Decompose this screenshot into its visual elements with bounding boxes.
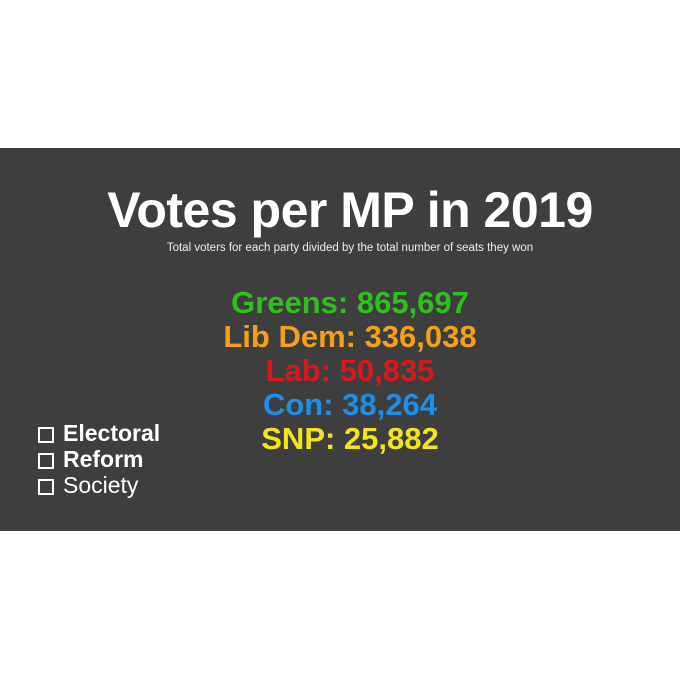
title: Votes per MP in 2019 (107, 182, 593, 238)
logo-line: Reform (38, 446, 144, 472)
checkbox-icon (38, 479, 54, 495)
subtitle: Total voters for each party divided by t… (166, 242, 534, 254)
party-stat: SNP: 25,882 (261, 421, 439, 456)
logo-text: Society (63, 472, 139, 498)
logo-line: Electoral (38, 420, 160, 446)
party-stat: Lib Dem: 336,038 (223, 319, 477, 354)
checkbox-icon (38, 453, 54, 469)
logo-text: Electoral (63, 420, 161, 446)
party-stat: Greens: 865,697 (231, 285, 469, 320)
banner (0, 148, 680, 531)
checkbox-icon (38, 427, 54, 443)
logo-text: Reform (63, 446, 144, 472)
party-stat: Lab: 50,835 (265, 353, 435, 388)
party-stat: Con: 38,264 (262, 387, 437, 422)
logo-line: Society (38, 472, 138, 498)
